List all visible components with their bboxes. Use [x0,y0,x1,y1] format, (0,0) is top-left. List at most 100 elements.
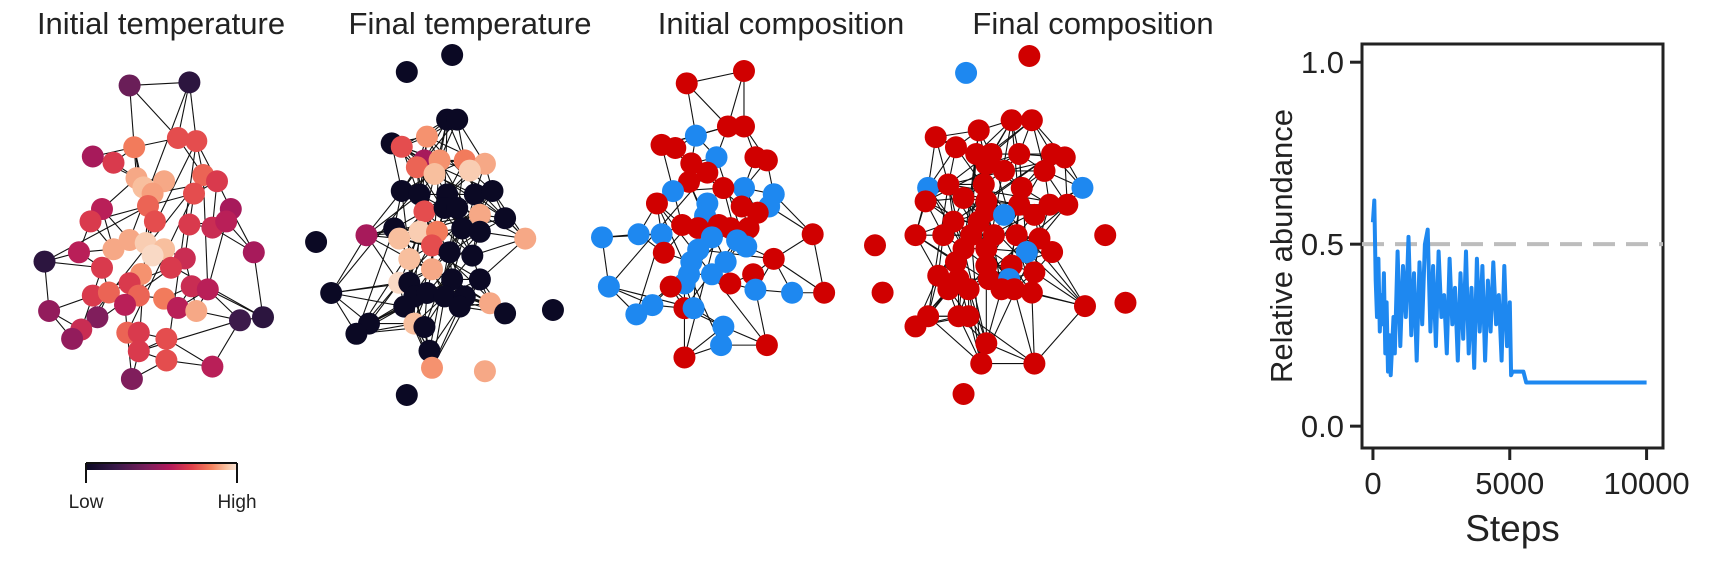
network-node [79,210,102,233]
network-edge [331,292,405,308]
network-node [421,234,443,257]
network-node [700,263,723,286]
network-node [661,180,684,203]
network-node [627,223,650,246]
network-node [514,227,537,250]
network-node [625,303,648,326]
network-node [597,275,620,298]
network-node [123,136,146,159]
network-initial-temperature [33,71,274,390]
network-node [183,182,205,205]
network-edge [207,221,227,290]
network-node [143,210,166,233]
network-node [166,126,189,149]
network-node [1094,224,1117,247]
network-node [91,256,113,279]
network-node [388,227,411,250]
network-node [937,278,960,301]
x-axis-label: Steps [1465,508,1560,549]
network-node [813,281,836,304]
network-node [494,207,517,230]
network-node [438,241,461,264]
network-node [684,124,707,147]
network-node [398,248,421,270]
network-node [710,334,733,357]
network-node [390,135,413,158]
network-node [1020,281,1043,304]
network-node [1000,109,1023,132]
network-node [415,282,438,304]
network-node [38,300,61,323]
network-node [413,316,436,338]
network-node [185,130,208,153]
network-node [441,268,464,291]
colorbar-low-label: Low [69,492,104,513]
panel-title-initial-composition: Initial composition [658,6,904,41]
network-node [952,186,975,209]
network-node [461,244,484,267]
network-node [390,180,413,202]
network-node [1071,176,1094,199]
network-node [1018,45,1041,67]
y-tick-label: 0.5 [1301,227,1344,262]
network-node [712,177,735,200]
network-final-temperature [305,44,564,406]
network-edge [698,249,774,260]
network-node [423,163,446,185]
network-node [118,74,141,97]
network-node [659,275,682,298]
network-edge [330,234,367,294]
network-node [305,231,328,253]
network-node [924,126,947,149]
network-edge [1031,292,1035,364]
network-node [1020,109,1043,132]
network-node [680,152,703,175]
network-node [418,339,441,362]
y-tick-label: 0.0 [1301,409,1344,444]
network-node [975,153,998,176]
x-tick-label: 0 [1364,466,1381,501]
panel-title-initial-temperature: Initial temperature [37,6,285,41]
network-node [1114,291,1137,314]
network-node [1033,159,1056,182]
network-node [178,213,201,236]
network-node [641,294,664,317]
network-node [242,241,265,264]
network-node [127,340,150,363]
network-node [102,151,125,174]
network-node [68,241,90,264]
network-edge [1033,305,1086,364]
panel-title-final-temperature: Final temperature [349,6,592,41]
network-node [664,137,687,159]
network-node [716,115,739,138]
network-node [1023,261,1046,284]
network-node [1015,241,1038,264]
network-node [914,190,937,213]
network-node [473,360,496,383]
network-node [395,61,418,83]
network-node [201,355,224,378]
network-node [421,258,443,281]
network-node [1056,193,1079,216]
network-node [1005,224,1028,247]
network-node [993,159,1016,182]
network-node [952,383,975,405]
network-initial-composition [591,60,836,369]
network-edge [129,85,179,139]
abundance-line-chart: 0.0 0.5 1.0 0 5000 10000 Steps Relative abundan… [1264,42,1690,549]
network-node [320,282,343,304]
network-node [468,203,491,226]
network-node [735,235,758,258]
network-node [650,223,673,246]
network-node [904,315,927,338]
network-edge [968,315,1035,365]
network-node [975,332,998,355]
network-node [993,203,1016,226]
network-node [178,71,201,94]
network-node [408,183,431,206]
network-node [451,217,474,240]
colorbar-high-label: High [217,492,256,513]
network-edge [366,193,420,236]
network-node [468,220,491,243]
